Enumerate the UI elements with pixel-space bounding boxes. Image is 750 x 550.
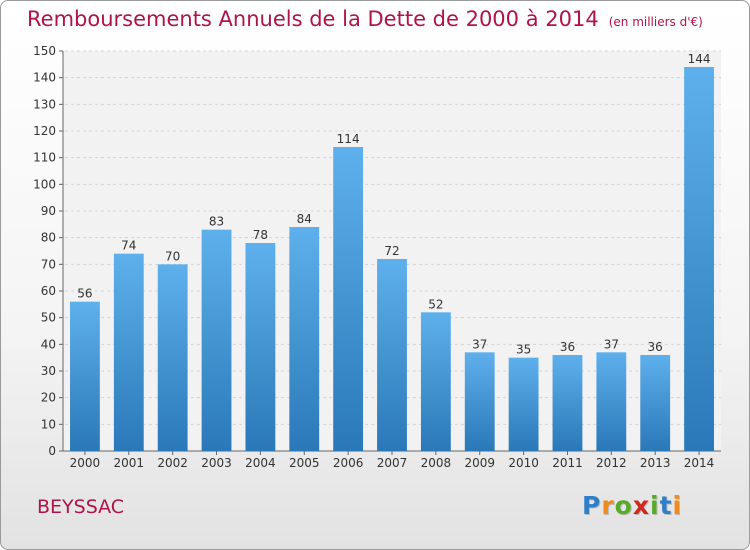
bar-value-label: 72	[384, 244, 399, 258]
x-tick-label: 2006	[333, 456, 364, 470]
bar-value-label: 52	[428, 297, 443, 311]
y-tick-label: 70	[41, 257, 56, 271]
bar-2008	[420, 312, 451, 451]
bar-2009	[464, 352, 495, 451]
logo-letter: i	[650, 491, 660, 520]
bar-value-label: 114	[337, 132, 360, 146]
bar-value-label: 144	[688, 52, 711, 66]
y-tick-label: 130	[33, 97, 56, 111]
bar-2011	[552, 355, 583, 451]
x-tick-label: 2014	[684, 456, 715, 470]
bar-value-label: 37	[604, 337, 619, 351]
bar-value-label: 37	[472, 337, 487, 351]
y-tick-label: 50	[41, 311, 56, 325]
y-tick-label: 0	[48, 444, 56, 458]
x-tick-label: 2005	[289, 456, 320, 470]
bar-2012	[596, 352, 627, 451]
title-text: Remboursements Annuels de la Dette de 20…	[27, 7, 599, 31]
bar-2002	[157, 264, 188, 451]
y-tick-label: 100	[33, 177, 56, 191]
x-tick-label: 2004	[245, 456, 276, 470]
bar-value-label: 36	[648, 340, 663, 354]
bar-2013	[640, 355, 671, 451]
bar-2014	[684, 67, 714, 451]
logo-letter: i	[672, 491, 683, 520]
bar-value-label: 74	[121, 239, 136, 253]
x-tick-label: 2010	[508, 456, 539, 470]
bar-2006	[333, 147, 364, 451]
y-tick-label: 60	[41, 284, 56, 298]
bar-value-label: 35	[516, 343, 531, 357]
x-tick-label: 2000	[70, 456, 101, 470]
y-tick-label: 80	[41, 231, 56, 245]
x-tick-label: 2012	[596, 456, 627, 470]
x-tick-label: 2001	[114, 456, 145, 470]
bar-value-label: 36	[560, 340, 575, 354]
y-tick-label: 120	[33, 124, 56, 138]
y-tick-label: 110	[33, 151, 56, 165]
x-tick-label: 2002	[157, 456, 188, 470]
bar-value-label: 84	[297, 212, 312, 226]
bar-value-label: 70	[165, 249, 180, 263]
bar-2005	[289, 227, 320, 451]
x-tick-label: 2007	[377, 456, 408, 470]
bar-2007	[377, 259, 407, 451]
logo-letter: o	[614, 491, 633, 520]
x-tick-label: 2003	[201, 456, 232, 470]
bar-2010	[508, 357, 539, 451]
x-tick-label: 2011	[552, 456, 583, 470]
bar-value-label: 56	[77, 287, 92, 301]
y-tick-label: 20	[41, 391, 56, 405]
commune-name: BEYSSAC	[37, 496, 125, 518]
bar-2000	[70, 301, 100, 451]
y-tick-label: 140	[33, 71, 56, 85]
bar-2004	[245, 243, 276, 451]
y-tick-label: 90	[41, 204, 56, 218]
chart-title: Remboursements Annuels de la Dette de 20…	[27, 7, 703, 31]
logo-letter: P	[582, 491, 602, 520]
bar-value-label: 78	[253, 228, 268, 242]
bar-value-label: 83	[209, 215, 224, 229]
bar-2003	[201, 229, 232, 451]
x-tick-label: 2009	[464, 456, 495, 470]
logo-letter: x	[632, 491, 650, 520]
logo-letter: r	[601, 491, 615, 520]
logo-letter: t	[659, 491, 673, 520]
y-tick-label: 40	[41, 337, 56, 351]
bar-2001	[113, 253, 144, 451]
chart-subtitle: (en milliers d'€)	[608, 15, 703, 29]
proxiti-logo[interactable]: Proxiti	[582, 491, 682, 520]
x-tick-label: 2008	[421, 456, 452, 470]
x-tick-label: 2013	[640, 456, 671, 470]
y-tick-label: 150	[33, 44, 56, 58]
y-tick-label: 10	[41, 417, 56, 431]
y-tick-label: 30	[41, 364, 56, 378]
